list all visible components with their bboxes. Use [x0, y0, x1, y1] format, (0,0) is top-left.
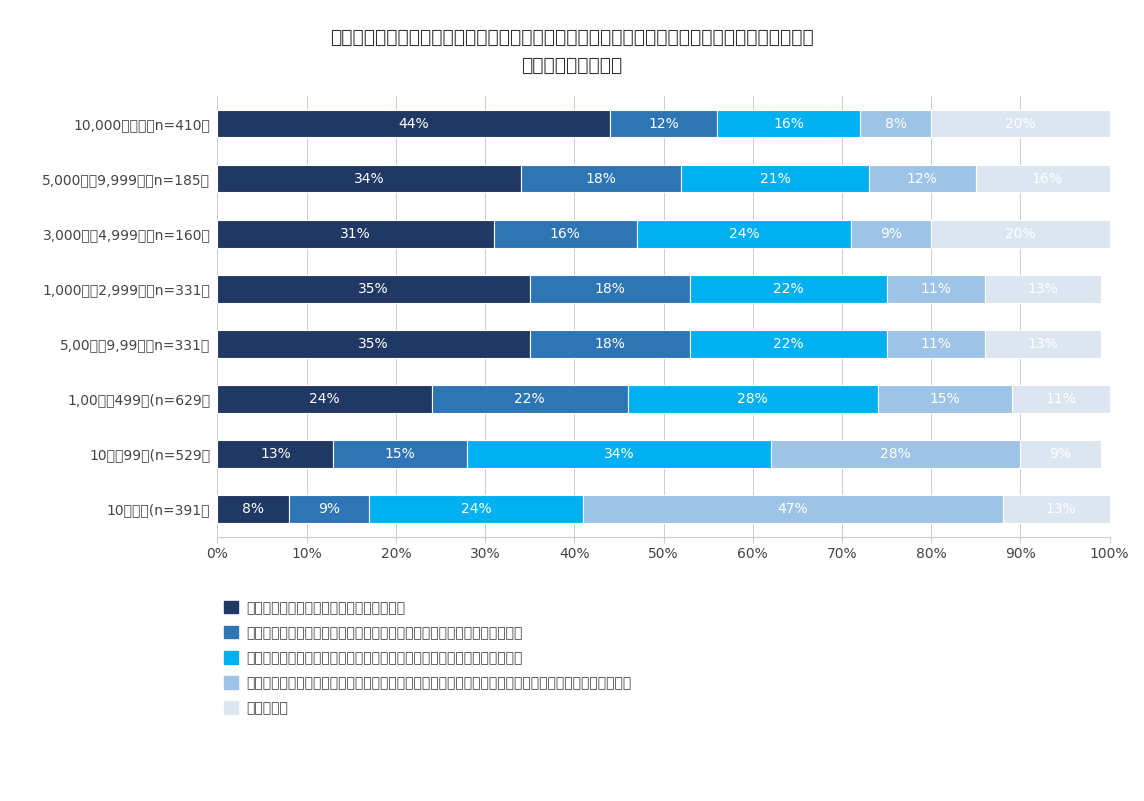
Text: 24%: 24% — [309, 392, 340, 406]
Text: 20%: 20% — [1006, 227, 1035, 241]
Text: 11%: 11% — [920, 282, 951, 296]
Text: 34%: 34% — [353, 171, 384, 186]
Bar — [1020, 441, 1101, 468]
Bar — [771, 441, 1020, 468]
Bar — [583, 495, 1002, 523]
Bar — [370, 495, 583, 523]
Text: 9%: 9% — [318, 502, 340, 516]
Text: 12%: 12% — [649, 117, 678, 131]
Text: 44%: 44% — [398, 117, 429, 131]
Bar — [1002, 495, 1119, 523]
Bar — [288, 495, 370, 523]
Bar — [976, 165, 1119, 192]
Text: 13%: 13% — [1046, 502, 1077, 516]
Bar — [431, 385, 628, 413]
Text: 21%: 21% — [760, 171, 791, 186]
Text: 8%: 8% — [884, 117, 906, 131]
Text: 9%: 9% — [1049, 447, 1072, 461]
Bar — [877, 385, 1011, 413]
Bar — [333, 441, 467, 468]
Bar — [1011, 385, 1110, 413]
Text: 13%: 13% — [1027, 337, 1058, 351]
Text: 16%: 16% — [1032, 171, 1063, 186]
Text: 28%: 28% — [880, 447, 911, 461]
Bar — [887, 330, 985, 358]
Text: 18%: 18% — [595, 282, 626, 296]
Bar — [521, 165, 682, 192]
Bar — [628, 385, 877, 413]
Bar — [887, 275, 985, 303]
Bar — [985, 330, 1101, 358]
Text: 18%: 18% — [586, 171, 617, 186]
Bar — [217, 441, 333, 468]
Text: 22%: 22% — [773, 337, 804, 351]
Text: 16%: 16% — [550, 227, 581, 241]
Text: 15%: 15% — [929, 392, 960, 406]
Text: 22%: 22% — [773, 282, 804, 296]
Text: 47%: 47% — [778, 502, 808, 516]
Bar — [637, 220, 851, 248]
Bar — [931, 110, 1110, 138]
Text: 13%: 13% — [1027, 282, 1058, 296]
Text: 16%: 16% — [773, 117, 804, 131]
Bar — [610, 110, 717, 138]
Bar — [690, 275, 887, 303]
Text: 35%: 35% — [358, 282, 389, 296]
Text: あなたの勤務先で、「カスタマーサクセス」に取り組んでいる部署、または担当者はいますか？: あなたの勤務先で、「カスタマーサクセス」に取り組んでいる部署、または担当者はいま… — [331, 28, 813, 47]
Text: 11%: 11% — [920, 337, 951, 351]
Text: 20%: 20% — [1006, 117, 1035, 131]
Bar — [217, 385, 431, 413]
Text: 34%: 34% — [604, 447, 634, 461]
Text: 11%: 11% — [1046, 392, 1077, 406]
Bar — [494, 220, 637, 248]
Bar — [217, 275, 530, 303]
Text: 18%: 18% — [595, 337, 626, 351]
Bar — [868, 165, 976, 192]
Bar — [467, 441, 771, 468]
Bar — [217, 165, 521, 192]
Text: 12%: 12% — [907, 171, 938, 186]
Bar — [217, 330, 530, 358]
Text: 24%: 24% — [729, 227, 760, 241]
Text: 13%: 13% — [260, 447, 291, 461]
Text: 28%: 28% — [738, 392, 768, 406]
Text: 15%: 15% — [384, 447, 415, 461]
Bar — [530, 275, 690, 303]
Bar — [985, 275, 1101, 303]
Bar — [682, 165, 868, 192]
Text: 24%: 24% — [461, 502, 492, 516]
Bar — [931, 220, 1110, 248]
Bar — [851, 220, 931, 248]
Legend: 取り組んでいる部署、または担当者がいる, 今は取り組んでいる部署、または担当者はいないが、今後は取り組む予定, 今は取り組んでいる部署、または担当者はいないが、: 取り組んでいる部署、または担当者がいる, 今は取り組んでいる部署、または担当者は… — [224, 601, 631, 715]
Text: 35%: 35% — [358, 337, 389, 351]
Bar — [860, 110, 931, 138]
Text: 9%: 9% — [880, 227, 903, 241]
Bar — [217, 220, 494, 248]
Text: 31%: 31% — [340, 227, 371, 241]
Bar — [690, 330, 887, 358]
Bar — [530, 330, 690, 358]
Text: 8%: 8% — [243, 502, 264, 516]
Text: 22%: 22% — [515, 392, 545, 406]
Bar — [717, 110, 860, 138]
Text: （企業従業員数別）: （企業従業員数別） — [522, 56, 622, 75]
Bar — [217, 110, 610, 138]
Bar — [217, 495, 288, 523]
